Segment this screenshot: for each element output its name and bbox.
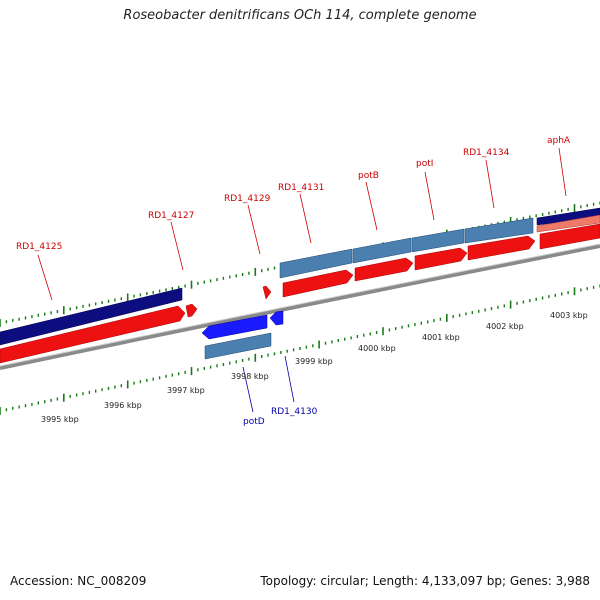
leader-apha [558, 147, 567, 197]
tick-row-bottom [0, 284, 600, 415]
kbp-label-3995: 3995 kbp [41, 415, 79, 424]
leader-rd1-4129 [247, 204, 261, 255]
gene-arrow-rd1-4130 [269, 310, 284, 326]
kbp-label-3999: 3999 kbp [295, 357, 333, 366]
cds-band-rd1-4125 [0, 287, 183, 346]
accession-text: Accession: NC_008209 [10, 574, 147, 588]
label-potd: potD [243, 417, 265, 427]
label-rd1-4131: RD1_4131 [278, 183, 324, 193]
genome-backbone-highlight [0, 243, 600, 367]
leader-rd1-4134 [485, 159, 495, 209]
leader-potd [242, 366, 254, 413]
gene-arrow-apha [539, 223, 600, 250]
kbp-label-3998: 3998 kbp [231, 372, 269, 381]
genome-summary-text: Topology: circular; Length: 4,133,097 bp… [260, 574, 590, 588]
gene-arrow-rd1-4127 [185, 303, 198, 318]
leader-rd1-4130 [284, 355, 295, 403]
label-rd1-4130: RD1_4130 [271, 407, 318, 417]
leader-poti [424, 171, 435, 221]
cds-block-rd1-4134 [464, 217, 534, 244]
label-apha: aphA [547, 136, 571, 146]
leader-rd1-4125 [37, 254, 53, 301]
gene-arrow-rd1-4125 [0, 305, 186, 364]
cds-block-potd [204, 332, 272, 360]
kbp-label-3997: 3997 kbp [167, 386, 205, 395]
kbp-label-4000: 4000 kbp [358, 344, 396, 353]
label-rd1-4125: RD1_4125 [16, 242, 62, 252]
gene-arrow-potb [354, 257, 414, 282]
label-poti: potI [416, 159, 433, 169]
gene-arrow-rd1-4134 [467, 235, 536, 261]
cds-block-poti [411, 228, 465, 253]
kbp-label-4001: 4001 kbp [422, 333, 460, 342]
label-rd1-4134: RD1_4134 [463, 148, 510, 158]
kbp-label-3996: 3996 kbp [104, 401, 142, 410]
cds-band-apha-light [536, 214, 600, 233]
leaders-top [37, 147, 567, 301]
cds-block-potb [352, 237, 412, 264]
label-potb: potB [358, 171, 379, 181]
label-rd1-4129: RD1_4129 [224, 194, 271, 204]
map-title: Roseobacter denitrificans OCh 114, compl… [123, 8, 477, 23]
gene-arrow-rd1-4131 [282, 269, 354, 298]
leader-potb [365, 181, 378, 231]
leaders-bottom [242, 355, 295, 413]
gene-arrow-potd [201, 314, 268, 340]
gene-arrow-poti [414, 247, 468, 271]
cds-block-rd1-4131 [279, 248, 353, 279]
kbp-label-4003: 4003 kbp [550, 311, 588, 320]
leader-rd1-4127 [170, 221, 184, 271]
label-rd1-4127: RD1_4127 [148, 211, 194, 221]
leader-rd1-4131 [299, 193, 312, 244]
genome-backbone [0, 244, 600, 370]
kbp-label-4002: 4002 kbp [486, 322, 524, 331]
cds-band-apha [536, 207, 600, 226]
gene-arrow-rd1-4129 [262, 285, 272, 300]
